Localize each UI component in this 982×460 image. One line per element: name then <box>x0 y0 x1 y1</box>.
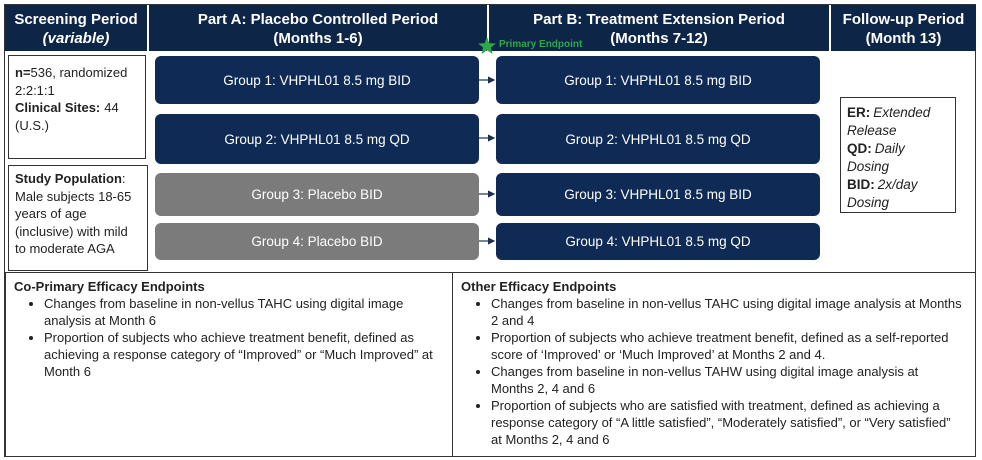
co-primary-panel: Co-Primary Efficacy EndpointsChanges fro… <box>5 272 453 457</box>
legend-meaning: Extended Release <box>847 105 931 138</box>
legend-abbr: QD: <box>847 141 872 156</box>
other-panel: Other Efficacy EndpointsChanges from bas… <box>452 272 976 457</box>
panel-title: Other Efficacy Endpoints <box>461 279 617 294</box>
n-text: 536, randomized 2:2:1:1 <box>15 65 128 98</box>
group-box: Group 1: VHPHL01 8.5 mg BID <box>155 56 479 104</box>
group-box: Group 1: VHPHL01 8.5 mg BID <box>496 56 820 104</box>
header-subtitle: (Month 13) <box>865 30 942 47</box>
header-subtitle: (Months 1-6) <box>273 30 363 47</box>
group-box: Group 3: VHPHL01 8.5 mg BID <box>496 173 820 216</box>
group-box: Group 2: VHPHL01 8.5 mg QD <box>155 114 479 164</box>
header-title: Part B: Treatment Extension Period <box>533 11 785 28</box>
legend-meaning: 2x/day Dosing <box>847 177 918 210</box>
primary-endpoint-label: Primary Endpoint <box>499 39 583 50</box>
panel-title: Co-Primary Efficacy Endpoints <box>14 279 205 294</box>
star-icon <box>478 37 496 54</box>
header-cell: Part B: Treatment Extension Period (Month… <box>489 5 829 51</box>
header-title: Part A: Placebo Controlled Period <box>197 11 439 28</box>
header-cell: Part A: Placebo Controlled Period (Months… <box>149 5 487 51</box>
bullet-item: Changes from baseline in non-vellus TAHW… <box>491 363 967 397</box>
population-text: : Male subjects 18-65 years of age (incl… <box>15 171 132 256</box>
bullet-item: Changes from baseline in non-vellus TAHC… <box>44 295 444 329</box>
legend-meaning: Daily Dosing <box>847 141 905 174</box>
population-box: Study Population: Male subjects 18-65 ye… <box>8 165 148 271</box>
bullet-item: Proportion of subjects who achieve treat… <box>44 329 444 380</box>
group-box: Group 4: VHPHL01 8.5 mg QD <box>496 223 820 260</box>
header-subtitle: (Months 7-12) <box>610 30 708 47</box>
bullet-item: Changes from baseline in non-vellus TAHC… <box>491 295 967 329</box>
group-box: Group 4: Placebo BID <box>155 223 479 260</box>
enrollment-box: n=536, randomized 2:2:1:1 Clinical Sites:… <box>8 55 146 159</box>
bullet-item: Proportion of subjects who achieve treat… <box>491 329 967 363</box>
sites-text: 44 (U.S.) <box>15 100 119 133</box>
legend-entry: BID: 2x/day Dosing <box>847 176 949 211</box>
header-cell: Screening Period (variable) <box>5 5 147 51</box>
legend-entry: QD: Daily Dosing <box>847 140 949 175</box>
population-label: Study Population <box>15 171 122 186</box>
n-label: n= <box>15 65 31 80</box>
legend-entry: ER: Extended Release <box>847 104 949 139</box>
header-title: Screening Period <box>14 11 138 28</box>
group-box: Group 2: VHPHL01 8.5 mg QD <box>496 114 820 164</box>
legend-abbr: ER: <box>847 105 871 120</box>
legend-abbr: BID: <box>847 177 875 192</box>
header-subtitle: (variable) <box>42 30 110 47</box>
legend-box: ER: Extended Release QD: Daily Dosing BID: 2x… <box>840 97 956 213</box>
header-title: Follow-up Period <box>842 11 965 28</box>
header-cell: Follow-up Period (Month 13) <box>831 5 976 51</box>
bullet-list: Changes from baseline in non-vellus TAHC… <box>461 295 967 448</box>
group-box: Group 3: Placebo BID <box>155 173 479 216</box>
bullet-list: Changes from baseline in non-vellus TAHC… <box>14 295 444 380</box>
sites-label: Clinical Sites: <box>15 100 101 115</box>
bullet-item: Proportion of subjects who are satisfied… <box>491 397 967 448</box>
